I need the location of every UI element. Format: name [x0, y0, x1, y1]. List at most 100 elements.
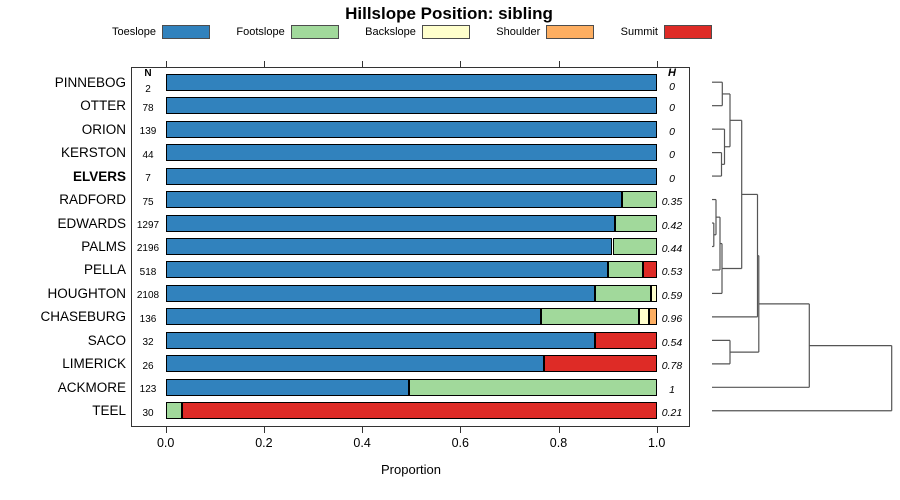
- x-axis-top-tick: [263, 61, 265, 67]
- row-label: ORION: [81, 121, 126, 137]
- x-axis-top-tick: [165, 61, 167, 67]
- bar-segment-footslope: [165, 402, 182, 420]
- bar-segment-footslope: [541, 308, 639, 326]
- h-value: 0.59: [661, 289, 683, 302]
- row-label: SACO: [87, 332, 126, 348]
- chart-title: Hillslope Position: sibling: [345, 4, 553, 23]
- bar-segment-footslope: [614, 214, 657, 232]
- h-value: 1: [669, 383, 675, 396]
- n-value: 2: [145, 84, 151, 96]
- bar-segment-toeslope: [165, 214, 615, 232]
- n-value: 518: [139, 266, 157, 278]
- n-value: 30: [142, 407, 154, 419]
- n-value: 2108: [136, 290, 160, 302]
- x-axis-tick: [656, 427, 658, 433]
- legend-item: Toeslope: [112, 25, 211, 39]
- n-value: 32: [142, 337, 154, 349]
- legend-label: Footslope: [236, 26, 285, 38]
- n-value: 139: [139, 126, 157, 138]
- legend-swatch: [421, 25, 470, 39]
- h-value: 0: [669, 125, 675, 138]
- n-value: 1297: [136, 220, 160, 232]
- legend: Toeslope Footslope Backslope Shoulder Summit: [112, 25, 712, 39]
- x-axis-tick: [263, 427, 265, 433]
- x-axis-top-tick: [558, 61, 560, 67]
- h-value: 0.44: [661, 242, 683, 255]
- x-axis-tick: [558, 427, 560, 433]
- legend-label: Shoulder: [496, 26, 541, 38]
- bar-segment-toeslope: [165, 73, 657, 91]
- bar-segment-summit: [643, 261, 657, 279]
- legend-item: Shoulder: [496, 25, 595, 39]
- x-axis-tick: [460, 427, 462, 433]
- row-label: PALMS: [81, 238, 126, 254]
- x-tick-label: 0.4: [353, 436, 371, 450]
- n-value: 2196: [136, 243, 160, 255]
- bar-segment-toeslope: [165, 144, 657, 162]
- row-label: OTTER: [80, 98, 126, 114]
- x-axis-top-tick: [362, 61, 364, 67]
- h-value: 0.21: [661, 407, 683, 420]
- h-value: 0.54: [661, 336, 683, 349]
- legend-swatch: [290, 25, 339, 39]
- h-value: 0: [669, 81, 675, 94]
- x-tick-label: 1.0: [647, 436, 666, 450]
- bar-segment-toeslope: [165, 97, 657, 115]
- row-label: CHASEBURG: [40, 309, 126, 325]
- bar-segment-summit: [595, 331, 657, 349]
- row-label: ELVERS: [72, 168, 126, 184]
- bar-segment-toeslope: [165, 355, 544, 373]
- n-value: 26: [142, 360, 154, 372]
- h-value: 0: [669, 102, 675, 115]
- bar-segment-summit: [543, 355, 657, 373]
- x-axis-tick: [362, 427, 364, 433]
- x-axis-label: Proportion: [381, 462, 441, 477]
- legend-label: Summit: [620, 26, 658, 38]
- legend-swatch: [663, 25, 712, 39]
- legend-item: Footslope: [236, 25, 339, 39]
- row-label: PINNEBOG: [54, 74, 126, 90]
- x-axis-top-tick: [656, 61, 658, 67]
- bar-segment-backslope: [650, 284, 657, 302]
- bar-segment-footslope: [595, 284, 651, 302]
- legend-label: Toeslope: [112, 26, 157, 38]
- n-value: 78: [142, 102, 154, 114]
- bar-segment-toeslope: [165, 167, 657, 185]
- bar-segment-footslope: [408, 378, 657, 396]
- x-tick-label: 0.8: [549, 436, 568, 450]
- bar-segment-footslope: [622, 191, 657, 209]
- h-value: 0: [669, 172, 675, 185]
- bar-segment-toeslope: [165, 191, 623, 209]
- x-axis-top-tick: [460, 61, 462, 67]
- x-tick-label: 0.6: [451, 436, 469, 450]
- n-column-header: N: [144, 68, 152, 79]
- bar-segment-toeslope: [165, 331, 596, 349]
- h-column-header: H: [668, 67, 676, 79]
- legend-swatch: [546, 25, 595, 39]
- plot-area-border: [131, 67, 690, 427]
- bar-segment-footslope: [612, 237, 657, 255]
- x-axis-tick: [165, 427, 167, 433]
- h-value: 0.96: [661, 313, 683, 326]
- row-label: EDWARDS: [57, 215, 126, 231]
- x-tick-label: 0.2: [255, 436, 273, 450]
- legend-item: Backslope: [365, 25, 470, 39]
- bar-segment-toeslope: [165, 378, 409, 396]
- bar-segment-toeslope: [165, 308, 542, 326]
- bar-segment-shoulder: [649, 308, 657, 326]
- row-label: PELLA: [83, 262, 126, 278]
- n-value: 7: [145, 173, 151, 185]
- bar-segment-toeslope: [165, 120, 657, 138]
- n-value: 44: [142, 149, 154, 161]
- row-label: TEEL: [92, 403, 126, 419]
- bar-segment-toeslope: [165, 284, 596, 302]
- h-value: 0: [669, 149, 675, 162]
- bar-segment-footslope: [607, 261, 644, 279]
- bar-segment-summit: [181, 402, 657, 420]
- row-label: ACKMORE: [57, 379, 126, 395]
- row-label: RADFORD: [59, 192, 126, 208]
- h-value: 0.53: [661, 266, 683, 279]
- bar-segment-toeslope: [165, 261, 608, 279]
- legend-label: Backslope: [365, 26, 416, 38]
